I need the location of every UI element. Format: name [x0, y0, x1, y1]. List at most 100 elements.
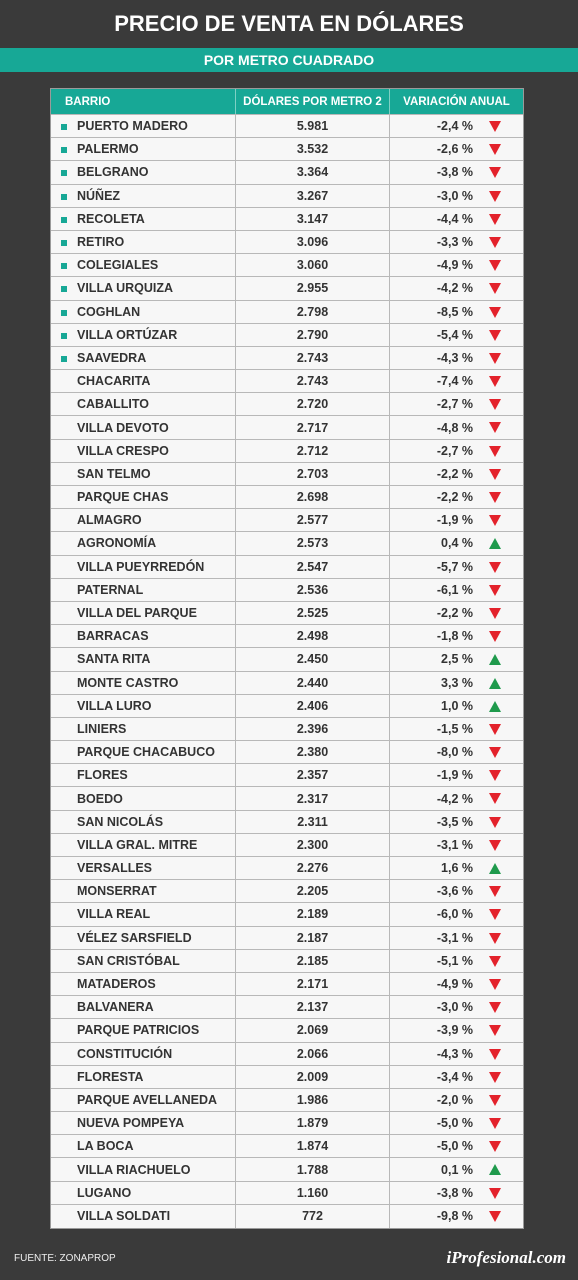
arrow-up: [489, 538, 501, 550]
arrow-shape: [489, 190, 501, 202]
table-row: RETIRO 3.096 -3,3 %: [51, 230, 523, 255]
barrio: VILLA GRAL. MITRE: [51, 833, 236, 856]
barrio: CHACARITA: [51, 370, 236, 393]
variation: -3,1 %: [390, 927, 523, 949]
table-row: LUGANO 1.160 -3,8 %: [51, 1181, 523, 1205]
price: 3.147: [236, 207, 390, 230]
variation: -3,8 %: [390, 1182, 523, 1204]
price: 2.743: [236, 346, 390, 370]
arrow-down: [489, 121, 501, 132]
price: 2.720: [236, 393, 390, 416]
arrow-down: [489, 978, 501, 990]
arrow-shape: [489, 747, 501, 759]
variation: -2,4 %: [390, 115, 523, 137]
price: 1.986: [236, 1088, 390, 1112]
table-row: PARQUE CHACABUCO 2.380 -8,0 %: [51, 741, 523, 765]
price: 772: [236, 1204, 390, 1228]
table-row: PARQUE PATRICIOS 2.069 -3,9 %: [51, 1019, 523, 1043]
table-row: FLORESTA 2.009 -3,4 %: [51, 1065, 523, 1089]
column-header: BARRIO: [51, 89, 236, 114]
variation: -8,0 %: [390, 741, 523, 763]
variation: -5,1 %: [390, 950, 523, 972]
arrow-down: [489, 839, 501, 851]
table-row: VILLA URQUIZA 2.955 -4,2 %: [51, 277, 523, 301]
barrio: SAAVEDRA: [51, 346, 236, 370]
barrio: VILLA ORTÚZAR: [51, 323, 236, 346]
row-marker: [61, 193, 67, 200]
arrow-shape: [489, 213, 501, 225]
barrio: NÚÑEZ: [51, 184, 236, 207]
variation: -6,1 %: [390, 579, 523, 601]
barrio: LA BOCA: [51, 1135, 236, 1158]
row-marker: [61, 263, 67, 270]
variation: -3,5 %: [390, 811, 523, 833]
variation: 0,1 %: [390, 1158, 523, 1180]
arrow-down: [489, 631, 501, 643]
table-row: PALERMO 3.532 -2,6 %: [51, 138, 523, 162]
table-row: COLEGIALES 3.060 -4,9 %: [51, 254, 523, 278]
row-marker: [61, 355, 67, 362]
variation: -3,0 %: [390, 996, 523, 1018]
variation: -2,2 %: [390, 463, 523, 485]
barrio: PARQUE CHACABUCO: [51, 741, 236, 764]
price: 2.205: [236, 880, 390, 903]
price: 2.536: [236, 578, 390, 601]
price: 2.450: [236, 648, 390, 671]
arrow-up: [489, 654, 501, 666]
price: 2.406: [236, 694, 390, 717]
price: 3.364: [236, 161, 390, 184]
barrio: BALVANERA: [51, 996, 236, 1019]
header-row: BARRIO DÓLARES POR METRO 2 VARIACIÓN ANU…: [51, 89, 523, 115]
barrio: MATADEROS: [51, 972, 236, 996]
price: 3.060: [236, 254, 390, 277]
barrio: VILLA DEVOTO: [51, 416, 236, 439]
price: 2.187: [236, 926, 390, 949]
barrio: VILLA PUEYRREDÓN: [51, 555, 236, 578]
price: 1.874: [236, 1135, 390, 1158]
arrow-shape: [489, 167, 501, 179]
variation: -2,7 %: [390, 440, 523, 462]
price: 2.185: [236, 949, 390, 972]
arrow-down: [489, 1210, 501, 1222]
variation: -7,4 %: [390, 370, 523, 392]
arrow-shape: [489, 816, 501, 828]
arrow-shape: [489, 1187, 501, 1199]
arrow-down: [489, 144, 501, 156]
table-row: PARQUE AVELLANEDA 1.986 -2,0 %: [51, 1088, 523, 1113]
column-header: DÓLARES POR METRO 2: [236, 89, 390, 114]
table-row: SAAVEDRA 2.743 -4,3 %: [51, 346, 523, 371]
column-header: VARIACIÓN ANUAL: [403, 95, 510, 108]
table-row: BELGRANO 3.364 -3,8 %: [51, 161, 523, 185]
arrow-shape: [489, 607, 501, 619]
arrow-up: [489, 677, 501, 689]
row-marker: [61, 309, 67, 316]
table-row: AGRONOMÍA 2.573 0,4 %: [51, 532, 523, 556]
arrow-down: [489, 584, 501, 596]
barrio: COLEGIALES: [51, 254, 236, 277]
arrow-down: [489, 1187, 501, 1199]
barrio: SAN NICOLÁS: [51, 810, 236, 833]
table-row: SAN TELMO 2.703 -2,2 %: [51, 462, 523, 486]
price: 2.743: [236, 370, 390, 393]
arrow-down: [489, 190, 501, 202]
variation: -3,4 %: [390, 1066, 523, 1088]
price: 2.577: [236, 509, 390, 532]
price: 3.267: [236, 184, 390, 207]
arrow-shape: [489, 770, 501, 782]
arrow-down: [489, 1071, 501, 1083]
barrio: CONSTITUCIÓN: [51, 1042, 236, 1065]
arrow-down: [489, 793, 501, 805]
barrio: PUERTO MADERO: [51, 115, 236, 138]
barrio: PATERNAL: [51, 578, 236, 601]
table: BARRIO DÓLARES POR METRO 2 VARIACIÓN ANU…: [50, 88, 524, 1229]
barrio: FLORESTA: [51, 1065, 236, 1088]
arrow-shape: [489, 654, 501, 666]
barrio: VILLA RIACHUELO: [51, 1158, 236, 1181]
arrow-down: [489, 260, 501, 272]
arrow-down: [489, 352, 501, 364]
price: 2.380: [236, 741, 390, 764]
variation: -4,2 %: [390, 787, 523, 809]
table-row: VILLA PUEYRREDÓN 2.547 -5,7 %: [51, 555, 523, 579]
arrow-shape: [489, 584, 501, 596]
arrow-shape: [489, 492, 501, 503]
